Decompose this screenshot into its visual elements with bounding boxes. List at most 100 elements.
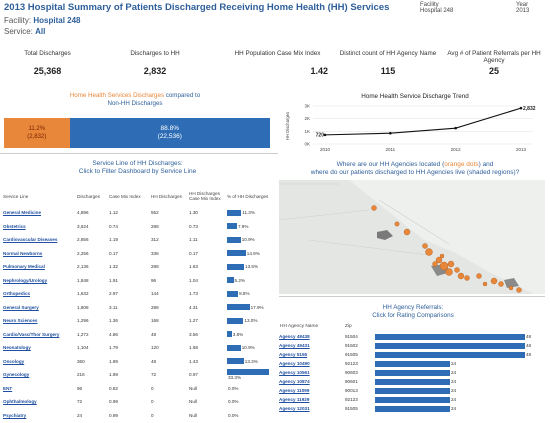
agency-location-dot[interactable] <box>425 248 433 256</box>
agency-location-dot[interactable] <box>476 273 482 279</box>
table-row[interactable]: Nephrology/Urology 1,848 1.91 96 1.04 5.2% <box>2 274 276 288</box>
agency-name-link[interactable]: Agency 5155 <box>279 352 308 357</box>
referral-bar[interactable] <box>375 369 450 376</box>
referral-bar[interactable] <box>375 387 450 394</box>
table-row[interactable]: Neuro Sciences 1,296 1.36 168 1.27 13.0% <box>2 314 276 328</box>
year-filter[interactable]: Year 2013 <box>516 2 529 14</box>
pct-bar[interactable] <box>227 209 242 216</box>
trend-point[interactable] <box>454 126 457 130</box>
service-line-name[interactable]: Nephrology/Urology <box>3 277 48 283</box>
agency-row[interactable]: Agency 11099 90013 24 <box>278 386 546 395</box>
agency-location-dot[interactable] <box>457 272 465 280</box>
agency-name-link[interactable]: Agency 10874 <box>279 379 310 384</box>
agency-row[interactable]: Agency 5155 91505 48 <box>278 350 546 359</box>
pct-bar[interactable] <box>227 331 232 338</box>
service-line-name[interactable]: Oncology <box>3 358 25 364</box>
trend-point[interactable] <box>389 131 392 135</box>
service-line-name[interactable]: ENT <box>3 385 13 391</box>
agency-location-dot[interactable] <box>464 275 470 281</box>
service-line-name[interactable]: Obstetrics <box>3 223 26 229</box>
referral-bar[interactable] <box>375 342 525 349</box>
referral-bar[interactable] <box>375 351 525 358</box>
agency-location-dot[interactable] <box>516 287 522 293</box>
service-line-name[interactable]: Ophthalmology <box>3 399 37 405</box>
table-row[interactable]: General Surgery 1,608 3.11 288 4.31 17.9% <box>2 301 276 315</box>
pct-bar[interactable] <box>227 317 244 324</box>
agency-dots[interactable] <box>371 205 522 293</box>
agency-name-link[interactable]: Agency 11099 <box>279 388 310 393</box>
referral-bar[interactable] <box>375 378 450 385</box>
agency-location-dot[interactable] <box>508 285 514 291</box>
trend-point[interactable] <box>519 106 523 110</box>
agency-location-dot[interactable] <box>498 281 504 287</box>
service-line-name[interactable]: Pulmonary Medical <box>3 264 45 270</box>
table-row[interactable]: Psychiatry 24 0.99 0 Null 0.0% <box>2 409 276 423</box>
table-row[interactable]: Cardio/Vasc/Thor Surgery 1,272 4.86 48 3.56 3… <box>2 328 276 342</box>
referral-bar[interactable] <box>375 333 525 340</box>
agency-location-dot[interactable] <box>439 261 449 271</box>
agency-name-link[interactable]: Agency 10490 <box>279 361 310 366</box>
compare-bar[interactable]: 11.2% (2,832) 88.8% (22,536) <box>4 118 270 148</box>
trend-chart[interactable]: HH Discharges 3K 2K 1K 0K 2010 2011 2012 2013 720… <box>285 100 545 156</box>
table-row[interactable]: Oncology 360 1.89 48 1.43 13.3% <box>2 355 276 369</box>
agency-name-link[interactable]: Agency 12031 <box>279 406 310 411</box>
pct-bar[interactable] <box>227 277 234 284</box>
agency-row[interactable]: Agency 10874 90601 24 <box>278 377 546 386</box>
non-hh-segment[interactable]: 88.8% (22,536) <box>69 118 270 148</box>
table-row[interactable]: General Medicine 4,896 1.12 552 1.30 11.3% <box>2 206 276 220</box>
service-line-name[interactable]: Neuro Sciences <box>3 318 38 324</box>
agency-location-dot[interactable] <box>447 260 455 268</box>
pct-bar[interactable] <box>227 358 244 365</box>
agency-location-dot[interactable] <box>422 243 428 249</box>
referral-bar[interactable] <box>375 396 450 403</box>
service-line-name[interactable]: General Medicine <box>3 210 42 216</box>
service-line-name[interactable]: Psychiatry <box>3 412 27 418</box>
trend-line[interactable] <box>324 107 522 136</box>
agency-location-dot[interactable] <box>454 267 460 273</box>
pct-bar[interactable] <box>227 263 245 270</box>
agency-location-dot[interactable] <box>490 277 498 285</box>
referral-bar[interactable] <box>375 360 450 367</box>
agency-row[interactable]: Agency 48438 91504 48 <box>278 332 546 341</box>
service-line-name[interactable]: General Surgery <box>3 304 39 310</box>
table-row[interactable]: Ophthalmology 72 0.99 0 Null 0.0% <box>2 395 276 409</box>
table-row[interactable]: Gynecology 216 1.89 72 0.97 33.3% <box>2 368 276 382</box>
pct-bar[interactable] <box>227 344 241 351</box>
agency-map[interactable] <box>279 180 545 294</box>
agency-row[interactable]: Agency 10490 92123 24 <box>278 359 546 368</box>
pct-bar[interactable] <box>227 236 241 243</box>
agency-location-dot[interactable] <box>482 281 488 287</box>
service-line-name[interactable]: Cardio/Vasc/Thor Surgery <box>3 331 60 337</box>
trend-point[interactable] <box>323 133 327 137</box>
service-line-name[interactable]: Neonatology <box>3 345 31 351</box>
agency-location-dot[interactable] <box>403 228 411 236</box>
service-line-name[interactable]: Cardiovascular Diseases <box>3 237 58 243</box>
table-row[interactable]: Obstetrics 3,624 0.74 288 0.73 7.9% <box>2 220 276 234</box>
agency-row[interactable]: Agency 11929 92123 24 <box>278 395 546 404</box>
table-row[interactable]: Pulmonary Medical 2,136 1.32 288 1.63 13.5% <box>2 260 276 274</box>
agency-name-link[interactable]: Agency 49431 <box>279 343 310 348</box>
pct-bar[interactable] <box>227 290 239 297</box>
agency-location-dot[interactable] <box>394 221 400 227</box>
agency-row[interactable]: Agency 10561 90603 24 <box>278 368 546 377</box>
agency-location-dot[interactable] <box>439 253 445 259</box>
agency-location-dot[interactable] <box>445 268 453 276</box>
referral-bar[interactable] <box>375 405 450 412</box>
shaded-region-icon[interactable] <box>377 230 393 240</box>
agency-name-link[interactable]: Agency 11929 <box>279 397 310 402</box>
agency-location-dot[interactable] <box>432 261 438 267</box>
pct-bar[interactable] <box>227 304 250 311</box>
agency-location-dot[interactable] <box>371 205 377 211</box>
pct-bar[interactable] <box>227 223 237 230</box>
facility-filter[interactable]: Facility Hospital 248 <box>420 2 453 14</box>
agency-name-link[interactable]: Agency 10561 <box>279 370 310 375</box>
shaded-region-icon[interactable] <box>504 278 519 288</box>
service-line-name[interactable]: Normal Newborns <box>3 250 43 256</box>
agency-name-link[interactable]: Agency 48438 <box>279 334 310 339</box>
agency-location-dot[interactable] <box>435 256 443 264</box>
agency-row[interactable]: Agency 49431 91502 48 <box>278 341 546 350</box>
agency-row[interactable]: Agency 12031 91505 24 <box>278 404 546 413</box>
table-row[interactable]: Neonatology 1,104 1.79 120 1.68 10.9% <box>2 341 276 355</box>
table-row[interactable]: ENT 96 0.82 0 Null 0.0% <box>2 382 276 396</box>
table-row[interactable]: Orthopedics 1,632 2.97 144 1.73 8.8% <box>2 287 276 301</box>
